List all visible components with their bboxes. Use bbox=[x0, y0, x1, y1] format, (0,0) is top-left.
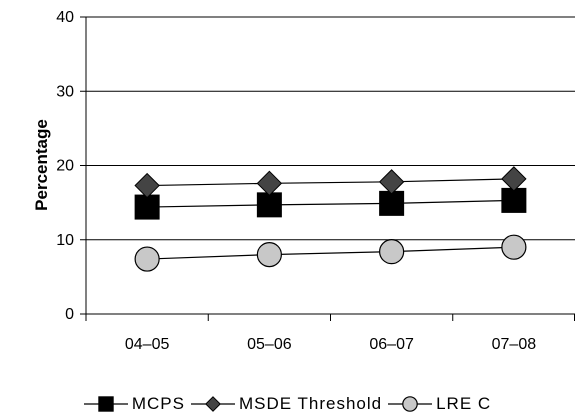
x-tick-label: 04–05 bbox=[125, 336, 170, 353]
data-point bbox=[501, 234, 527, 260]
data-point bbox=[501, 187, 527, 213]
y-tick-labels: 0 10 20 30 40 bbox=[56, 9, 74, 323]
data-point bbox=[134, 194, 160, 220]
data-point bbox=[379, 239, 405, 265]
x-tick-label: 06–07 bbox=[369, 336, 414, 353]
data-point bbox=[379, 190, 405, 216]
x-tick-labels: 04–05 05–06 06–07 07–08 bbox=[125, 336, 536, 353]
series-lre-c bbox=[134, 234, 527, 272]
data-point bbox=[134, 246, 160, 272]
square-marker-icon bbox=[83, 396, 128, 412]
data-point bbox=[378, 169, 405, 195]
legend-marker bbox=[205, 396, 221, 412]
axes bbox=[80, 16, 575, 321]
data-point bbox=[256, 170, 283, 197]
y-tick-label: 40 bbox=[56, 9, 74, 26]
series-line bbox=[147, 178, 514, 187]
y-tick-label: 0 bbox=[65, 306, 74, 323]
data-point bbox=[256, 242, 282, 268]
x-tick-label: 07–08 bbox=[492, 336, 537, 353]
gridlines bbox=[86, 16, 575, 241]
legend-label: MCPS bbox=[131, 394, 185, 413]
line-chart: 0 10 20 30 40 04–05 05–06 06–07 07–08 Percentag… bbox=[32, 9, 575, 353]
legend-marker bbox=[402, 396, 418, 412]
series bbox=[134, 166, 527, 272]
legend-item: LRE C bbox=[388, 394, 491, 414]
y-axis-title: Percentage bbox=[32, 119, 51, 211]
data-point bbox=[256, 192, 282, 218]
y-tick-label: 10 bbox=[56, 232, 74, 249]
legend-item: MSDE Threshold bbox=[190, 394, 383, 414]
legend-label: MSDE Threshold bbox=[238, 394, 383, 413]
y-tick-label: 20 bbox=[56, 158, 74, 175]
series-mcps bbox=[134, 187, 527, 220]
legend-label: LRE C bbox=[436, 394, 492, 413]
circle-marker-icon bbox=[388, 396, 433, 412]
legend-item: MCPS bbox=[83, 394, 185, 414]
legend: MCPS MSDE Threshold LRE C bbox=[0, 392, 575, 416]
data-point bbox=[501, 166, 527, 192]
series-msde-threshold bbox=[134, 166, 527, 199]
y-tick-label: 30 bbox=[56, 83, 74, 100]
series-line bbox=[147, 199, 514, 208]
data-point bbox=[134, 172, 160, 199]
x-tick-label: 05–06 bbox=[247, 336, 292, 353]
legend-marker bbox=[98, 396, 114, 412]
diamond-marker-icon bbox=[190, 396, 235, 412]
series-line bbox=[147, 246, 514, 260]
